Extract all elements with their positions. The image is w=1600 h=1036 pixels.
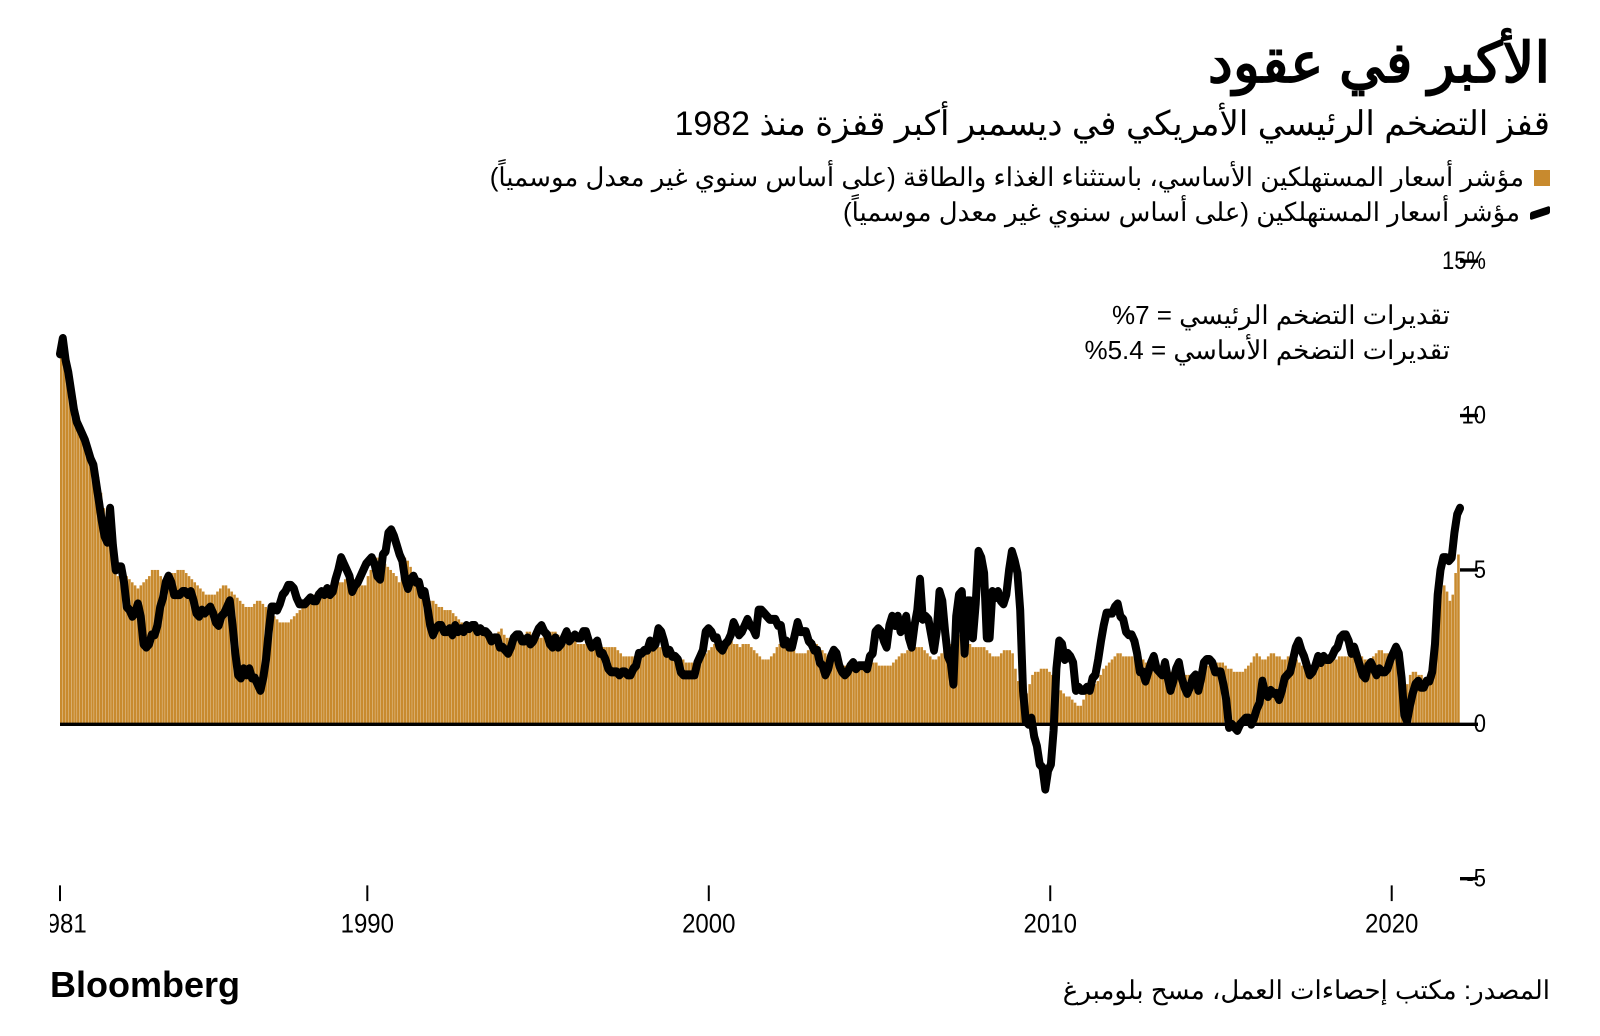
footer: المصدر: مكتب إحصاءات العمل، مسح بلومبرغ …	[50, 964, 1550, 1006]
legend-headline-label: مؤشر أسعار المستهلكين (على أساس سنوي غير…	[843, 197, 1520, 228]
estimate-headline: تقديرات التضخم الرئيسي = 7%	[1084, 298, 1450, 333]
svg-text:5-: 5-	[1466, 864, 1486, 891]
estimates-annotation: تقديرات التضخم الرئيسي = 7% تقديرات التض…	[1084, 298, 1450, 368]
source-text: المصدر: مكتب إحصاءات العمل، مسح بلومبرغ	[1063, 975, 1550, 1006]
legend-headline: مؤشر أسعار المستهلكين (على أساس سنوي غير…	[50, 197, 1550, 228]
legend-bar-icon	[1534, 170, 1550, 186]
svg-text:15%: 15%	[1442, 250, 1486, 274]
legend-line-icon	[1530, 205, 1550, 219]
legend-core-label: مؤشر أسعار المستهلكين الأساسي، باستثناء …	[490, 162, 1524, 193]
estimate-core: تقديرات التضخم الأساسي = 5.4%	[1084, 333, 1450, 368]
svg-text:2000: 2000	[682, 909, 735, 939]
svg-text:1981: 1981	[50, 909, 87, 939]
chart-subtitle: قفز التضخم الرئيسي الأمريكي في ديسمبر أك…	[50, 104, 1550, 144]
legend-core: مؤشر أسعار المستهلكين الأساسي، باستثناء …	[50, 162, 1550, 193]
svg-text:0: 0	[1474, 710, 1486, 737]
chart-area: تقديرات التضخم الرئيسي = 7% تقديرات التض…	[50, 250, 1550, 946]
svg-text:5: 5	[1474, 556, 1486, 583]
svg-text:2020: 2020	[1365, 909, 1418, 939]
chart-title: الأكبر في عقود	[50, 30, 1550, 96]
svg-text:2010: 2010	[1024, 909, 1077, 939]
svg-text:10: 10	[1462, 401, 1486, 428]
svg-text:1990: 1990	[341, 909, 394, 939]
legend: مؤشر أسعار المستهلكين الأساسي، باستثناء …	[50, 162, 1550, 232]
brand-logo: Bloomberg	[50, 964, 240, 1006]
